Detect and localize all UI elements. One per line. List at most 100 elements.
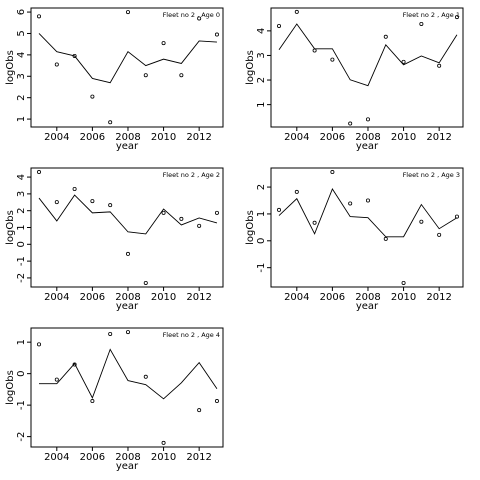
- y-axis-label: logObs: [245, 210, 256, 245]
- x-tick-label: 2010: [151, 132, 176, 143]
- x-tick-label: 2004: [44, 132, 69, 143]
- fitted-line: [278, 187, 458, 238]
- y-tick-label: 4: [16, 52, 27, 58]
- observed-point: [330, 57, 335, 62]
- y-tick-label: 3: [256, 52, 267, 58]
- observed-point: [125, 10, 130, 15]
- x-tick-label: 2008: [355, 132, 380, 143]
- x-tick-label: 2004: [44, 452, 69, 463]
- x-tick-label: 2010: [151, 292, 176, 303]
- plot-frame: [30, 327, 224, 448]
- panel-title: Fleet no 2 , Age 0: [163, 11, 220, 19]
- y-tick-label: 4: [256, 28, 267, 34]
- panel-title: Fleet no 2 , Age 2: [163, 171, 220, 179]
- panel: Fleet no 2 , Age 2 2004 2006 2008 2010 2012 -2…: [5, 167, 224, 312]
- observed-point: [348, 121, 353, 126]
- observed-point: [197, 16, 202, 21]
- observed-point: [161, 41, 166, 46]
- observed-point: [90, 199, 95, 204]
- observed-point: [312, 220, 317, 225]
- y-tick-label: 3: [16, 73, 27, 79]
- x-tick-label: 2004: [284, 292, 309, 303]
- y-tick-label: -1: [16, 256, 27, 266]
- y-tick-label: 1: [16, 116, 27, 122]
- x-tick-label: 2008: [355, 292, 380, 303]
- panel: Fleet no 2 , Age 4 2004 2006 2008 2010 2012 -2…: [5, 327, 224, 472]
- x-tick-label: 2004: [284, 132, 309, 143]
- y-tick-label: 2: [256, 77, 267, 83]
- observed-point: [125, 251, 130, 256]
- observed-point: [72, 187, 77, 192]
- y-tick-label: 2: [16, 94, 27, 100]
- panel: Fleet no 2 , Age 0 2004 2006 2008 2010 2012 1 2…: [5, 7, 224, 152]
- observed-point: [161, 440, 166, 445]
- y-tick-label: 2: [256, 184, 267, 190]
- observed-point: [143, 73, 148, 78]
- x-tick-label: 2006: [80, 452, 105, 463]
- observed-point: [90, 94, 95, 99]
- observed-point: [197, 408, 202, 413]
- observed-point: [383, 34, 388, 39]
- x-axis-label: year: [116, 461, 139, 472]
- x-tick-label: 2010: [391, 132, 416, 143]
- x-tick-label: 2006: [80, 292, 105, 303]
- observed-point: [37, 342, 42, 347]
- fitted-line: [39, 348, 218, 400]
- observed-point: [108, 331, 113, 336]
- observed-point: [330, 170, 335, 175]
- observed-point: [401, 280, 406, 285]
- x-tick-label: 2012: [426, 292, 451, 303]
- observed-point: [419, 21, 424, 26]
- x-tick-label: 2008: [115, 452, 140, 463]
- y-tick-label: 6: [16, 9, 27, 15]
- observed-point: [179, 216, 184, 221]
- observed-point: [179, 73, 184, 78]
- y-axis-label: logObs: [5, 370, 16, 405]
- panel-title: Fleet no 2 , Age 3: [403, 171, 460, 179]
- x-tick-label: 2012: [186, 452, 211, 463]
- x-tick-label: 2010: [151, 452, 176, 463]
- observed-point: [419, 219, 424, 224]
- x-axis-label: year: [356, 141, 379, 152]
- y-tick-label: 3: [16, 191, 27, 197]
- observed-point: [437, 232, 442, 237]
- observed-point: [54, 200, 59, 205]
- x-tick-label: 2004: [44, 292, 69, 303]
- y-tick-label: 0: [16, 370, 27, 376]
- fitted-line: [38, 194, 218, 235]
- y-tick-label: 2: [16, 208, 27, 214]
- x-axis-label: year: [116, 301, 139, 312]
- x-tick-label: 2012: [186, 292, 211, 303]
- y-tick-label: 1: [16, 339, 27, 345]
- observed-point: [365, 117, 370, 122]
- plot-frame: [30, 7, 224, 128]
- observed-point: [348, 201, 353, 206]
- observed-point: [214, 399, 219, 404]
- plot-frame: [270, 7, 464, 128]
- observed-point: [454, 15, 459, 20]
- y-tick-label: 0: [16, 241, 27, 247]
- observed-point: [37, 14, 42, 19]
- y-tick-label: 1: [256, 211, 267, 217]
- observed-point: [108, 203, 113, 208]
- plot-frame: [270, 167, 464, 288]
- observed-point: [125, 330, 130, 335]
- y-tick-label: -2: [16, 432, 27, 442]
- y-axis-label: logObs: [5, 50, 16, 85]
- x-tick-label: 2006: [320, 292, 345, 303]
- observed-point: [37, 170, 42, 175]
- y-tick-label: 1: [16, 224, 27, 230]
- observed-point: [365, 198, 370, 203]
- y-tick-label: 0: [256, 238, 267, 244]
- observed-point: [161, 210, 166, 215]
- y-tick-label: 1: [256, 101, 267, 107]
- panel-title: Fleet no 2 , Age 1: [403, 11, 460, 19]
- observed-point: [214, 32, 219, 37]
- x-axis-label: year: [116, 141, 139, 152]
- fitted-line: [278, 23, 458, 87]
- x-tick-label: 2010: [391, 292, 416, 303]
- observed-point: [54, 62, 59, 67]
- panel: Fleet no 2 , Age 3 2004 2006 2008 2010 2012 -1…: [245, 167, 464, 312]
- panel: Fleet no 2 , Age 1 2004 2006 2008 2010 2012 1 2…: [245, 7, 464, 152]
